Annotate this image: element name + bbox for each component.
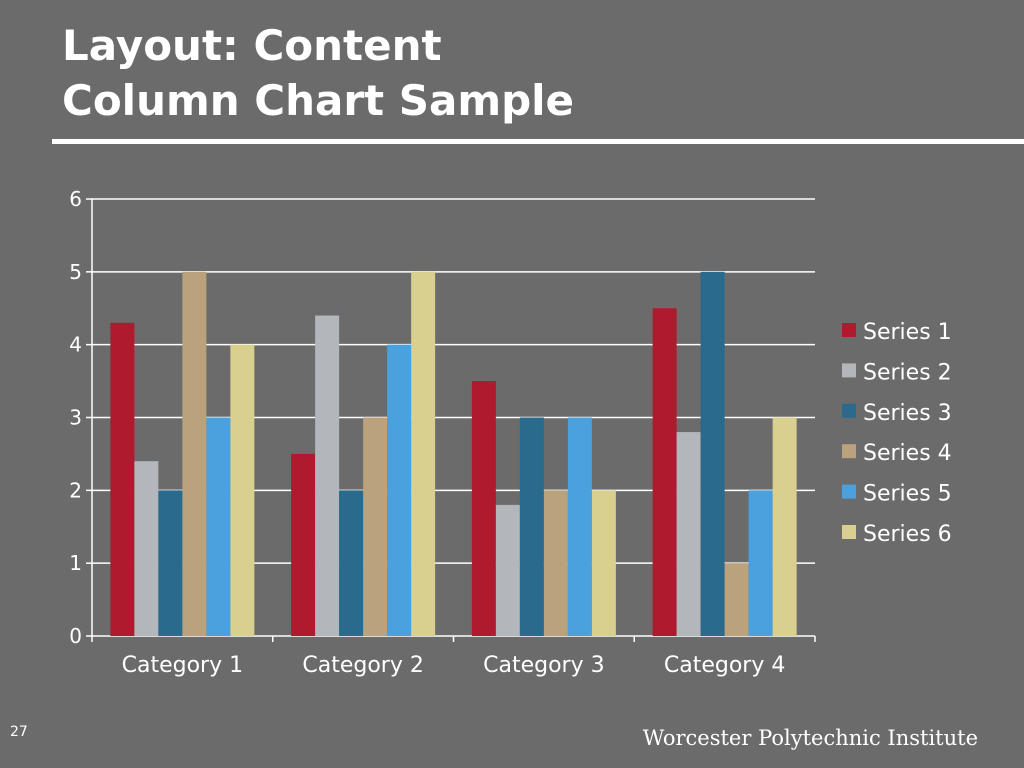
bar-series-1-category-4	[652, 308, 677, 636]
bar-series-2-category-4	[676, 432, 701, 636]
footer-institution: Worcester Polytechnic Institute	[642, 726, 978, 750]
legend-label: Series 1	[863, 320, 952, 345]
x-category-label: Category 2	[302, 653, 423, 678]
bar-series-1-category-3	[471, 381, 496, 636]
bar-series-4-category-2	[363, 417, 388, 636]
y-tick-label: 4	[69, 333, 82, 357]
y-tick-label: 2	[69, 478, 82, 502]
legend-label: Series 3	[863, 401, 952, 426]
y-tick-label: 5	[69, 260, 82, 284]
bar-series-3-category-2	[339, 490, 364, 636]
x-category-label: Category 3	[483, 653, 604, 678]
bar-series-5-category-2	[387, 344, 412, 636]
bar-series-5-category-1	[206, 417, 231, 636]
y-tick-label: 3	[69, 406, 82, 430]
legend-label: Series 4	[863, 441, 952, 466]
x-category-label: Category 1	[122, 653, 243, 678]
bar-series-6-category-1	[230, 344, 255, 636]
bar-series-3-category-1	[158, 490, 183, 636]
bar-series-2-category-1	[134, 461, 159, 636]
legend-swatch	[842, 363, 856, 378]
bar-series-4-category-1	[182, 271, 207, 636]
legend-swatch	[842, 403, 856, 418]
page-number: 27	[10, 724, 28, 740]
legend-swatch	[842, 444, 856, 459]
bar-series-4-category-4	[724, 563, 749, 636]
legend-swatch	[842, 323, 856, 337]
bar-series-4-category-3	[543, 490, 568, 636]
y-tick-label: 0	[69, 624, 82, 648]
bar-series-5-category-3	[567, 417, 592, 636]
slide-title: Layout: Content Column Chart Sample	[62, 18, 574, 128]
legend-swatch	[842, 484, 856, 499]
bar-series-1-category-2	[291, 453, 316, 636]
bar-series-6-category-4	[772, 417, 797, 636]
x-category-label: Category 4	[664, 653, 785, 678]
bar-series-6-category-2	[411, 271, 436, 636]
legend-label: Series 2	[863, 360, 952, 385]
legend-label: Series 5	[863, 482, 952, 507]
bar-series-2-category-3	[495, 504, 520, 636]
bar-series-5-category-4	[748, 490, 773, 636]
slide-title-line-2: Column Chart Sample	[62, 76, 575, 125]
bar-series-3-category-4	[700, 271, 725, 636]
bar-series-3-category-3	[519, 417, 544, 636]
slide-title-line-1: Layout: Content	[62, 21, 442, 70]
bar-series-6-category-3	[591, 490, 616, 636]
y-tick-label: 6	[69, 187, 82, 211]
bar-series-1-category-1	[110, 322, 135, 636]
bar-series-2-category-2	[315, 315, 340, 636]
y-tick-label: 1	[69, 551, 82, 575]
title-divider	[52, 139, 1024, 144]
legend-swatch	[842, 525, 856, 539]
legend-label: Series 6	[863, 522, 952, 547]
